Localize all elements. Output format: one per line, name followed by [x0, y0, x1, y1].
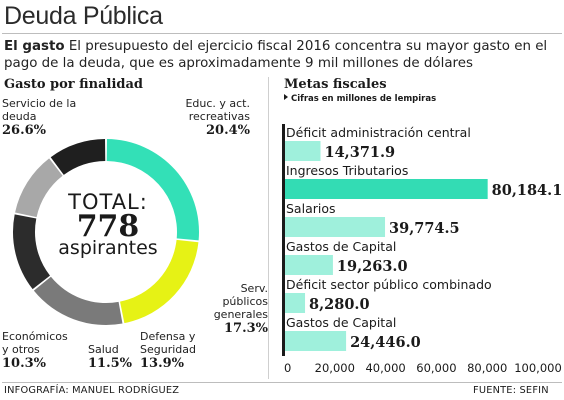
bar-value-3: 19,263.0 — [337, 258, 408, 275]
donut-label-5-line-1: y otros — [2, 343, 40, 356]
x-tick-0: 0 — [284, 361, 291, 375]
donut-slice-5 — [50, 139, 106, 175]
bar-value-5: 24,446.0 — [350, 334, 421, 351]
donut-label-1-line-0: Educ. y act. — [185, 97, 250, 110]
bar-subheading-text: Cifras en millones de lempiras — [291, 94, 437, 104]
donut-label-1-line-1: recreativas — [188, 110, 250, 123]
bar-5 — [285, 331, 347, 351]
donut-label-5-line-0: Económicos — [2, 330, 68, 343]
intro-lead: El gasto — [4, 39, 65, 54]
donut-label-5: Económicos y otros 10.3% — [2, 330, 68, 372]
total-value: 778 — [76, 209, 140, 244]
donut-heading: Gasto por finalidad — [4, 77, 143, 92]
bar-category-2: Salarios — [286, 201, 336, 216]
x-tick-2: 40,000 — [365, 361, 405, 375]
donut-pct-4: 11.5% — [88, 356, 133, 371]
bar-category-4: Déficit sector público combinado — [286, 277, 492, 292]
credit-infografia: INFOGRAFÍA: MANUEL RODRÍGUEZ — [4, 385, 180, 396]
bar-value-1: 80,184.1 — [492, 182, 563, 199]
bar-4 — [285, 293, 306, 313]
donut-slice-3 — [13, 214, 50, 290]
donut-label-3: Defensa y Seguridad 13.9% — [140, 330, 196, 372]
total-label: TOTAL: — [68, 190, 148, 214]
x-tick-1: 20,000 — [315, 361, 355, 375]
bar-category-3: Gastos de Capital — [286, 239, 396, 254]
donut-label-2-line-0: Serv. — [240, 282, 268, 295]
donut-pct-1: 20.4% — [205, 123, 250, 138]
page-title: Deuda Pública — [4, 2, 163, 30]
bar-value-4: 8,280.0 — [309, 296, 370, 313]
donut-label-0: Servicio de la deuda 26.6% — [2, 97, 76, 139]
donut-pct-5: 10.3% — [2, 356, 47, 371]
donut-pct-3: 13.9% — [140, 356, 185, 371]
triangle-bullet-icon — [284, 94, 288, 100]
top-divider — [2, 33, 562, 34]
credit-fuente: FUENTE: SEFIN — [473, 385, 549, 396]
panel-divider — [268, 77, 269, 379]
total-unit: aspirantes — [58, 237, 158, 259]
donut-label-4-line-0: Salud — [88, 343, 119, 356]
bar-category-0: Déficit administración central — [286, 125, 471, 140]
x-tick-3: 60,000 — [416, 361, 456, 375]
x-tick-5: 100,000 — [514, 361, 562, 375]
donut-pct-2: 17.3% — [223, 321, 268, 336]
intro-paragraph: El gasto El presupuesto del ejercicio fi… — [4, 38, 560, 72]
donut-label-4: Salud 11.5% — [88, 343, 132, 372]
donut-label-0-line-1: deuda — [2, 110, 37, 123]
bar-heading: Metas fiscales — [284, 77, 387, 92]
bar-category-5: Gastos de Capital — [286, 315, 396, 330]
bar-value-0: 14,371.9 — [325, 144, 396, 161]
bar-category-1: Ingresos Tributarios — [286, 163, 408, 178]
bar-3 — [285, 255, 333, 275]
donut-label-2: Serv. públicos generales 17.3% — [196, 282, 268, 337]
bottom-divider — [2, 382, 562, 383]
donut-label-1: Educ. y act. recreativas 20.4% — [148, 97, 250, 139]
intro-text: El presupuesto del ejercicio fiscal 2016… — [4, 39, 548, 71]
donut-slice-4 — [15, 158, 63, 218]
donut-chart — [13, 139, 199, 325]
donut-label-2-line-1: públicos — [222, 295, 268, 308]
bar-2 — [285, 217, 386, 237]
x-tick-4: 80,000 — [467, 361, 507, 375]
bar-1 — [285, 179, 488, 199]
donut-slice-2 — [33, 276, 123, 325]
donut-slice-0 — [106, 139, 199, 241]
donut-slice-1 — [120, 239, 199, 324]
bar-0 — [285, 141, 321, 161]
donut-label-3-line-1: Seguridad — [140, 343, 196, 356]
bar-axis — [282, 124, 285, 356]
donut-pct-0: 26.6% — [2, 123, 47, 138]
bar-value-2: 39,774.5 — [389, 220, 460, 237]
donut-label-2-line-2: generales — [213, 308, 268, 321]
donut-label-3-line-0: Defensa y — [140, 330, 196, 343]
donut-label-0-line-0: Servicio de la — [2, 97, 77, 110]
bar-subheading: Cifras en millones de lempiras — [284, 94, 436, 104]
